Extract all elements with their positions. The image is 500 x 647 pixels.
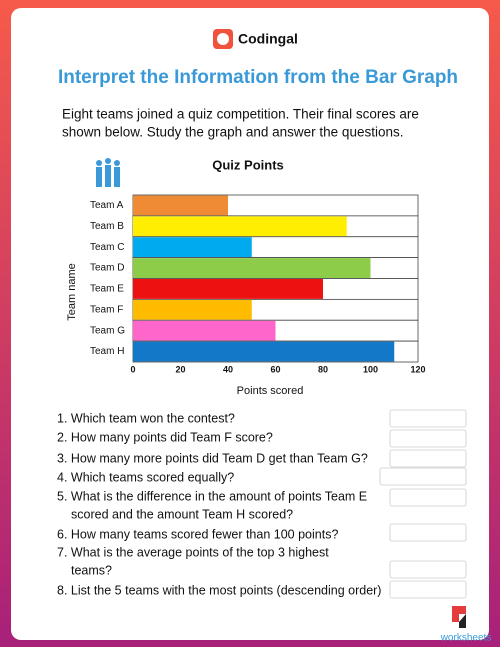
x-tick-label: 20 bbox=[175, 364, 185, 374]
question-line: 1. Which team won the contest? bbox=[57, 411, 235, 425]
answer-box[interactable] bbox=[389, 580, 467, 599]
y-tick-label: Team E bbox=[90, 284, 124, 295]
y-tick-label: Team C bbox=[90, 242, 124, 253]
question-line: teams? bbox=[71, 563, 112, 577]
x-tick-label: 120 bbox=[410, 364, 425, 374]
x-tick-label: 0 bbox=[130, 364, 135, 374]
worksheet-title: Interpret the Information from the Bar G… bbox=[58, 67, 458, 88]
intro-line: shown below. Study the graph and answer … bbox=[62, 125, 403, 140]
bar bbox=[133, 279, 323, 299]
y-tick-label: Team B bbox=[90, 221, 124, 232]
question-line: 2. How many points did Team F score? bbox=[57, 430, 273, 444]
x-axis-label: Points scored bbox=[237, 385, 304, 397]
question-line: 6. How many teams scored fewer than 100 … bbox=[57, 527, 338, 541]
bar bbox=[133, 320, 276, 341]
question-line: 3. How many more points did Team D get t… bbox=[57, 451, 368, 465]
footer-brand: worksheets bbox=[440, 633, 492, 644]
question-line: 8. List the 5 teams with the most points… bbox=[57, 583, 381, 597]
question-line: 4. Which teams scored equally? bbox=[57, 470, 234, 484]
y-tick-label: Team D bbox=[90, 263, 124, 274]
answer-box[interactable] bbox=[389, 488, 467, 507]
bar bbox=[133, 216, 347, 237]
footer-logo bbox=[452, 606, 466, 628]
intro-line: Eight teams joined a quiz competition. T… bbox=[62, 107, 419, 122]
x-tick-label: 80 bbox=[318, 364, 328, 374]
answer-box[interactable] bbox=[389, 560, 467, 579]
answer-box[interactable] bbox=[389, 523, 467, 542]
answer-box[interactable] bbox=[379, 467, 467, 486]
bar bbox=[133, 341, 395, 362]
y-tick-label: Team A bbox=[90, 200, 124, 211]
answer-box[interactable] bbox=[389, 449, 467, 468]
question-line: scored and the amount Team H scored? bbox=[71, 507, 293, 521]
bar bbox=[133, 237, 252, 258]
bar bbox=[133, 258, 371, 278]
answer-box[interactable] bbox=[389, 429, 467, 448]
question-line: 7. What is the average points of the top… bbox=[57, 545, 329, 559]
answer-box[interactable] bbox=[389, 409, 467, 428]
y-tick-label: Team F bbox=[90, 304, 123, 315]
y-tick-label: Team H bbox=[90, 346, 124, 357]
brand: Codingal bbox=[238, 31, 298, 47]
bar bbox=[133, 195, 228, 216]
logo-mark bbox=[217, 33, 229, 45]
x-tick-label: 100 bbox=[363, 364, 378, 374]
x-tick-label: 40 bbox=[223, 364, 233, 374]
bar bbox=[133, 299, 252, 320]
y-tick-label: Team G bbox=[90, 325, 125, 336]
question-line: 5. What is the difference in the amount … bbox=[57, 489, 367, 503]
y-axis-label: Team name bbox=[66, 263, 78, 320]
chart-title: Quiz Points bbox=[212, 157, 284, 172]
people-icon bbox=[96, 158, 120, 187]
x-tick-label: 60 bbox=[270, 364, 280, 374]
